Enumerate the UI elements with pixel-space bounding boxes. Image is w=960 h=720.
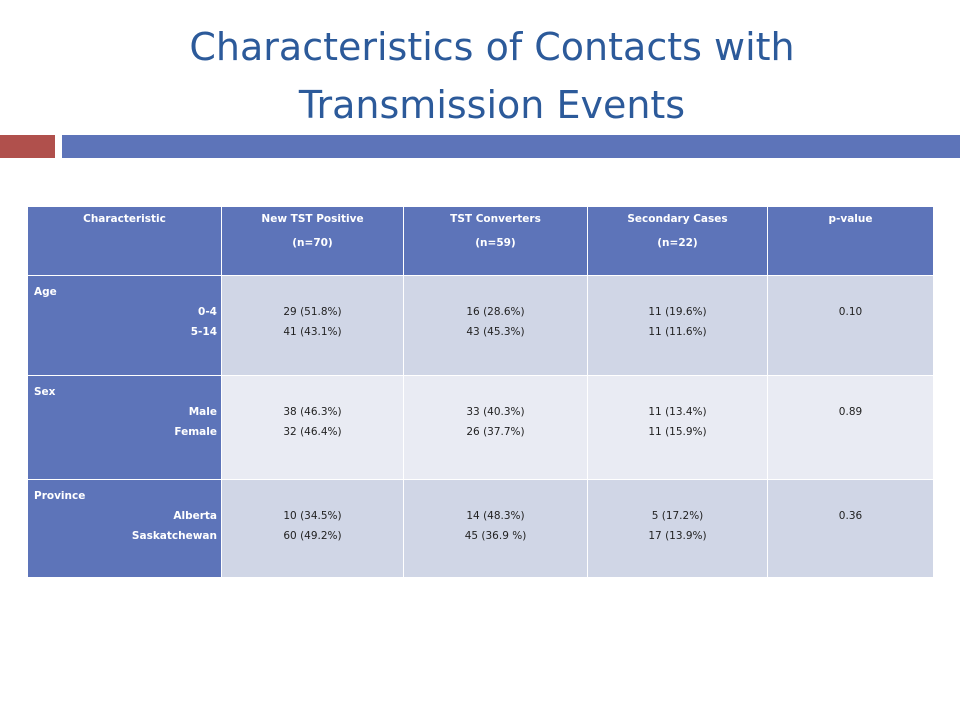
header-p-value: p-value xyxy=(767,206,934,276)
cell-new-tst-positive: 10 (34.5%) 60 (49.2%) xyxy=(221,479,404,578)
cell-value: 38 (46.3%) xyxy=(283,406,342,418)
row-label-province: Province Alberta Saskatchewan xyxy=(27,479,222,578)
slide-title-line-1: Characteristics of Contacts with xyxy=(189,25,795,69)
subgroup-label: Male xyxy=(188,406,217,418)
characteristics-table: Characteristic New TST Positive (n=70) T… xyxy=(27,206,934,578)
title-accent-bar-red xyxy=(0,135,55,158)
subgroup-label: Alberta xyxy=(173,510,217,522)
cell-secondary-cases: 5 (17.2%) 17 (13.9%) xyxy=(587,479,768,578)
cell-value: 16 (28.6%) xyxy=(466,306,525,318)
cell-value: 10 (34.5%) xyxy=(283,510,342,522)
cell-secondary-cases: 11 (19.6%) 11 (11.6%) xyxy=(587,275,768,376)
header-new-tst-positive: New TST Positive (n=70) xyxy=(221,206,404,276)
header-label: TST Converters xyxy=(450,213,541,225)
cell-value: 14 (48.3%) xyxy=(466,510,525,522)
row-label-age: Age 0-4 5-14 xyxy=(27,275,222,376)
slide-title: Characteristics of Contacts with Transmi… xyxy=(0,18,960,134)
cell-tst-converters: 14 (48.3%) 45 (36.9 %) xyxy=(403,479,588,578)
header-characteristic: Characteristic xyxy=(27,206,222,276)
cell-value: 41 (43.1%) xyxy=(283,326,342,338)
header-label: p-value xyxy=(828,213,873,225)
subgroup-label: Saskatchewan xyxy=(131,530,217,542)
cell-value: 60 (49.2%) xyxy=(283,530,342,542)
header-count: (n=70) xyxy=(292,237,333,249)
header-count: (n=59) xyxy=(475,237,516,249)
cell-value: 5 (17.2%) xyxy=(651,510,704,522)
header-secondary-cases: Secondary Cases (n=22) xyxy=(587,206,768,276)
header-tst-converters: TST Converters (n=59) xyxy=(403,206,588,276)
header-label: Secondary Cases xyxy=(627,213,728,225)
cell-secondary-cases: 11 (13.4%) 11 (15.9%) xyxy=(587,375,768,480)
header-label: New TST Positive xyxy=(261,213,364,225)
cell-value: 11 (13.4%) xyxy=(648,406,707,418)
cell-p-value: 0.10 xyxy=(767,275,934,376)
cell-p-value: 0.89 xyxy=(767,375,934,480)
header-count: (n=22) xyxy=(657,237,698,249)
table-header-row: Characteristic New TST Positive (n=70) T… xyxy=(27,206,934,276)
slide-title-line-2: Transmission Events xyxy=(298,83,686,127)
group-label: Age xyxy=(34,286,57,298)
row-label-sex: Sex Male Female xyxy=(27,375,222,480)
cell-value: 11 (11.6%) xyxy=(648,326,707,338)
cell-tst-converters: 16 (28.6%) 43 (45.3%) xyxy=(403,275,588,376)
cell-value: 29 (51.8%) xyxy=(283,306,342,318)
subgroup-label: 0-4 xyxy=(198,306,217,318)
cell-value: 32 (46.4%) xyxy=(283,426,342,438)
header-label: Characteristic xyxy=(83,213,166,225)
group-label: Province xyxy=(34,490,86,502)
group-label: Sex xyxy=(34,386,56,398)
cell-tst-converters: 33 (40.3%) 26 (37.7%) xyxy=(403,375,588,480)
cell-value: 33 (40.3%) xyxy=(466,406,525,418)
subgroup-label: 5-14 xyxy=(190,326,217,338)
cell-value: 26 (37.7%) xyxy=(466,426,525,438)
title-accent-bar-blue xyxy=(62,135,960,158)
cell-new-tst-positive: 38 (46.3%) 32 (46.4%) xyxy=(221,375,404,480)
table-row-sex: Sex Male Female 38 (46.3%) 32 (46.4%) 33… xyxy=(27,375,934,480)
cell-new-tst-positive: 29 (51.8%) 41 (43.1%) xyxy=(221,275,404,376)
cell-value: 45 (36.9 %) xyxy=(464,530,527,542)
cell-value: 11 (15.9%) xyxy=(648,426,707,438)
cell-p-value: 0.36 xyxy=(767,479,934,578)
table-row-province: Province Alberta Saskatchewan 10 (34.5%)… xyxy=(27,479,934,578)
cell-value: 43 (45.3%) xyxy=(466,326,525,338)
table-row-age: Age 0-4 5-14 29 (51.8%) 41 (43.1%) 16 (2… xyxy=(27,275,934,376)
cell-value: 11 (19.6%) xyxy=(648,306,707,318)
cell-value: 17 (13.9%) xyxy=(648,530,707,542)
subgroup-label: Female xyxy=(174,426,217,438)
